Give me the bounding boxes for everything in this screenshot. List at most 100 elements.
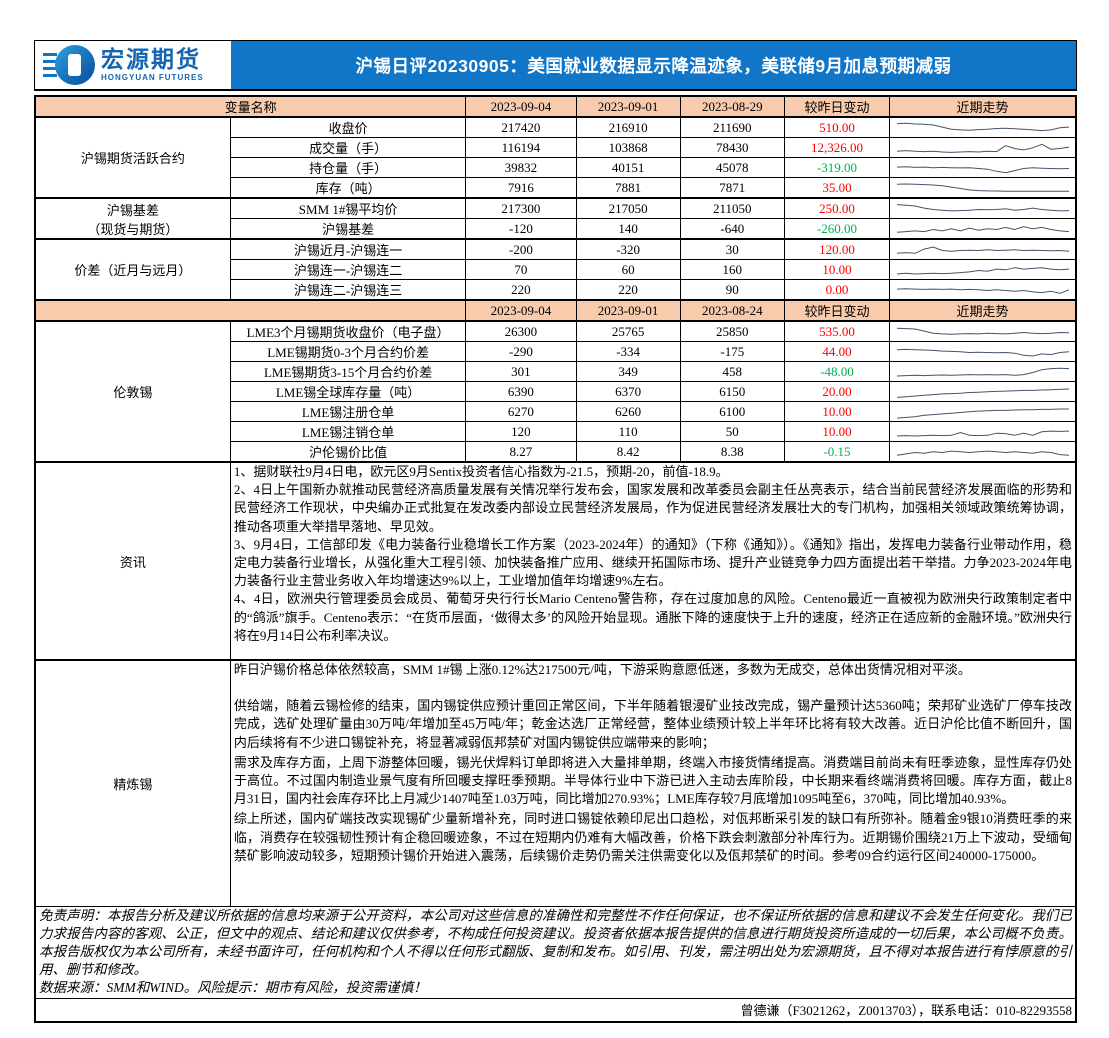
col-trend: 近期走势 <box>889 95 1077 118</box>
sparkline-chart <box>889 341 1077 362</box>
group-label-london-tin: 伦敦锡 <box>34 320 231 463</box>
value-cell: 301 <box>465 361 577 382</box>
value-cell: 7916 <box>465 177 577 199</box>
value-cell: 25765 <box>575 320 681 342</box>
disclaimer-text: 免责声明：本报告分析及建议所依据的信息均来源于公开资料，本公司对这些信息的准确性… <box>39 907 1072 978</box>
sparkline-chart <box>889 137 1077 158</box>
value-cell: -200 <box>465 238 577 260</box>
refined-paragraph-4: 综上所述，国内矿端技改实现锡矿少量新增补充，同时进口锡锭依赖印尼出口趋松，对佤邦… <box>233 811 1072 863</box>
col-date-2: 2023-09-01 <box>575 95 681 118</box>
change-cell: 0.00 <box>783 279 891 301</box>
value-cell: 6270 <box>465 401 577 422</box>
table-row: 成交量（手） 116194 103868 78430 12,326.00 <box>35 137 1077 158</box>
group-label-line1: 沪锡基差 <box>106 202 159 218</box>
value-cell: 70 <box>465 259 577 280</box>
sparkline-chart <box>889 279 1077 301</box>
sparkline-chart <box>889 381 1077 402</box>
value-cell: 7881 <box>575 177 681 199</box>
value-cell: 220 <box>575 279 681 301</box>
value-cell: -120 <box>465 218 577 240</box>
row-name: 库存（吨） <box>229 177 467 199</box>
value-cell: 50 <box>679 421 785 442</box>
value-cell: 78430 <box>679 137 785 158</box>
news-section: 资讯 1、据财联社9月4日电，欧元区9月Sentix投资者信心指数为-21.5，… <box>34 461 1077 661</box>
refined-tin-section: 精炼锡 昨日沪锡价格总体依然较高，SMM 1#锡 上涨0.12%达217500元… <box>34 659 1077 907</box>
value-cell: 110 <box>575 421 681 442</box>
value-cell: 6370 <box>575 381 681 402</box>
title-band: 沪锡日评20230905：美国就业数据显示降温迹象，美联储9月加息预期减弱 <box>231 41 1076 89</box>
row-name: 持仓量（手） <box>229 157 467 178</box>
value-cell: -290 <box>465 341 577 362</box>
change-cell: -319.00 <box>783 157 891 178</box>
table-row: 持仓量（手） 39832 40151 45078 -319.00 <box>35 157 1077 178</box>
sparkline-chart <box>889 421 1077 442</box>
report-title: 沪锡日评20230905：美国就业数据显示降温迹象，美联储9月加息预期减弱 <box>355 55 952 76</box>
group-label-refined-tin: 精炼锡 <box>34 659 231 907</box>
group-label-spread: 价差（近月与远月） <box>34 238 231 301</box>
sparkline-chart <box>889 197 1077 219</box>
refined-paragraph-2: 供给端，随着云锡检修的结束，国内锡锭供应预计重回正常区间，下半年随着银漫矿业技改… <box>233 698 1072 750</box>
value-cell: 8.27 <box>465 441 577 463</box>
table-row: 沪锡基差 （现货与期货） SMM 1#锡平均价 217300 217050 21… <box>34 197 1077 240</box>
refined-paragraph-3: 需求及库存方面，上周下游整体回暖，锡光伏焊料订单即将进入大量排单期，终端入市接货… <box>233 754 1072 807</box>
group-label-active-contract: 沪锡期货活跃合约 <box>34 116 231 199</box>
sparkline-chart <box>889 116 1077 138</box>
sparkline-chart <box>889 218 1077 240</box>
table-row: 沪伦锡价比值 8.27 8.42 8.38 -0.15 <box>35 441 1077 463</box>
change-cell: 510.00 <box>783 116 891 138</box>
analyst-contact: 曾德谦（F3021262，Z0013703），联系电话：010-82293558 <box>34 997 1077 1023</box>
table-row: LME锡全球库存量（吨） 6390 6370 6150 20.00 <box>35 381 1077 402</box>
contact-section: 曾德谦（F3021262，Z0013703），联系电话：010-82293558 <box>34 997 1077 1023</box>
value-cell: 6260 <box>575 401 681 422</box>
change-cell: 535.00 <box>783 320 891 342</box>
value-cell: -334 <box>575 341 681 362</box>
change-cell: 10.00 <box>783 401 891 422</box>
group-label-basis: 沪锡基差 （现货与期货） <box>34 197 231 240</box>
table-row: LME锡期货3-15个月合约价差 301 349 458 -48.00 <box>35 361 1077 382</box>
news-content: 1、据财联社9月4日电，欧元区9月Sentix投资者信心指数为-21.5，预期-… <box>229 461 1077 661</box>
value-cell: 30 <box>679 238 785 260</box>
value-cell: 216910 <box>575 116 681 138</box>
table-row: 沪锡期货活跃合约 收盘价 217420 216910 211690 510.00 <box>34 116 1077 199</box>
col-variable-name: 变量名称 <box>34 95 467 118</box>
value-cell: 8.38 <box>679 441 785 463</box>
sparkline-chart <box>889 441 1077 463</box>
disclaimer-content: 免责声明：本报告分析及建议所依据的信息均来源于公开资料，本公司对这些信息的准确性… <box>34 905 1077 999</box>
change-cell: 35.00 <box>783 177 891 199</box>
logo-text: 宏源期货 HONGYUAN FUTURES <box>101 48 204 82</box>
sparkline-chart <box>889 320 1077 342</box>
sparkline-chart <box>889 177 1077 199</box>
news-paragraph-1: 1、据财联社9月4日电，欧元区9月Sentix投资者信心指数为-21.5，预期-… <box>233 464 729 479</box>
report-header: 宏源期货 HONGYUAN FUTURES 沪锡日评20230905：美国就业数… <box>34 40 1077 91</box>
daily-report: 宏源期货 HONGYUAN FUTURES 沪锡日评20230905：美国就业数… <box>34 40 1077 1024</box>
col-date-1: 2023-09-04 <box>465 95 577 118</box>
value-cell: 217300 <box>465 197 577 219</box>
change-cell: 250.00 <box>783 197 891 219</box>
table-header-row-1: 变量名称 2023-09-04 2023-09-01 2023-08-29 较昨… <box>34 95 1077 118</box>
value-cell: 349 <box>575 361 681 382</box>
change-cell: -260.00 <box>783 218 891 240</box>
news-paragraph-3: 3、9月4日，工信部印发《电力装备行业稳增长工作方案（2023-2024年）的通… <box>233 536 1072 589</box>
value-cell: 211050 <box>679 197 785 219</box>
row-name: 沪锡连一-沪锡连二 <box>229 259 467 280</box>
col-blank <box>34 299 467 322</box>
value-cell: 60 <box>575 259 681 280</box>
value-cell: 120 <box>465 421 577 442</box>
logo-company-name-en: HONGYUAN FUTURES <box>101 73 204 82</box>
value-cell: 25850 <box>679 320 785 342</box>
row-name: LME锡期货0-3个月合约价差 <box>229 341 467 362</box>
row-name: LME3个月锡期货收盘价（电子盘） <box>229 320 467 342</box>
row-name: LME锡注册仓单 <box>229 401 467 422</box>
table-row: 库存（吨） 7916 7881 7871 35.00 <box>35 177 1077 199</box>
row-name: 收盘价 <box>229 116 467 138</box>
data-source-text: 数据来源：SMM和WIND。风险提示：期市有风险，投资需谨慎！ <box>39 980 427 996</box>
table-row: 沪锡连一-沪锡连二 70 60 160 10.00 <box>35 259 1077 280</box>
value-cell: 6390 <box>465 381 577 402</box>
value-cell: 140 <box>575 218 681 240</box>
table-row: 价差（近月与远月） 沪锡近月-沪锡连一 -200 -320 30 120.00 <box>34 238 1077 301</box>
data-table: 变量名称 2023-09-04 2023-09-01 2023-08-29 较昨… <box>34 95 1077 1024</box>
value-cell: -640 <box>679 218 785 240</box>
change-cell: 44.00 <box>783 341 891 362</box>
row-name: LME锡全球库存量（吨） <box>229 381 467 402</box>
value-cell: 116194 <box>465 137 577 158</box>
